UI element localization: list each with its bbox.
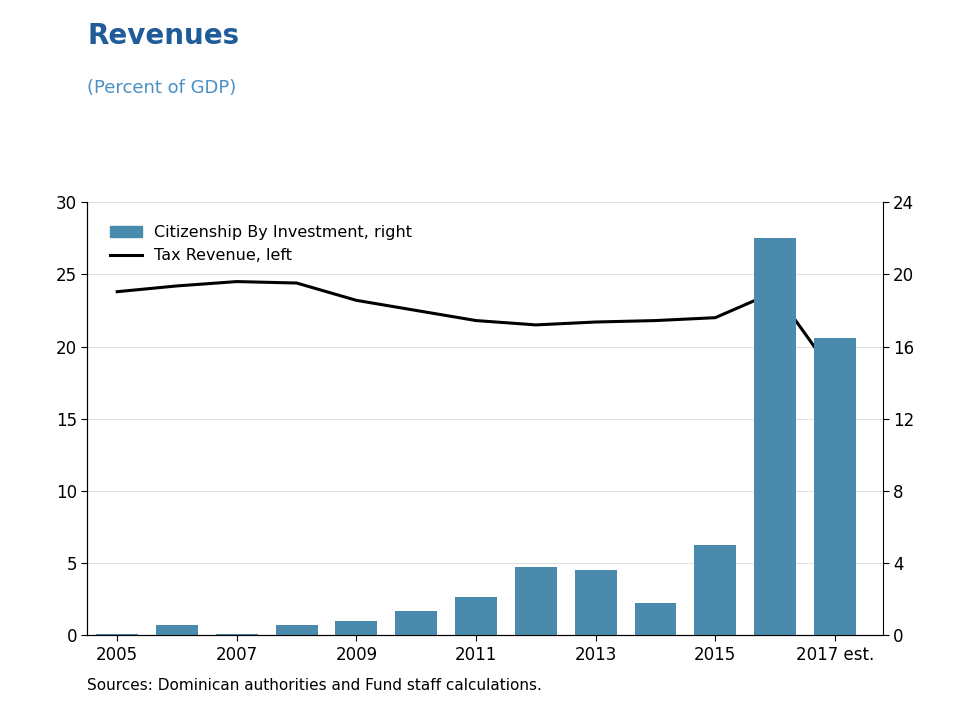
Bar [515, 567, 556, 635]
Bar [574, 570, 616, 635]
Bar [156, 625, 198, 635]
Bar [813, 338, 855, 635]
Text: (Percent of GDP): (Percent of GDP) [87, 79, 236, 97]
Bar [275, 625, 317, 635]
Bar [454, 598, 496, 635]
Text: Sources: Dominican authorities and Fund staff calculations.: Sources: Dominican authorities and Fund … [87, 678, 542, 693]
Bar [753, 238, 796, 635]
Bar [694, 545, 735, 635]
Bar [634, 603, 675, 635]
Legend: Citizenship By Investment, right, Tax Revenue, left: Citizenship By Investment, right, Tax Re… [103, 219, 419, 269]
Bar [395, 611, 437, 635]
Bar [96, 634, 138, 635]
Bar [335, 621, 377, 635]
Text: Revenues: Revenues [87, 22, 239, 50]
